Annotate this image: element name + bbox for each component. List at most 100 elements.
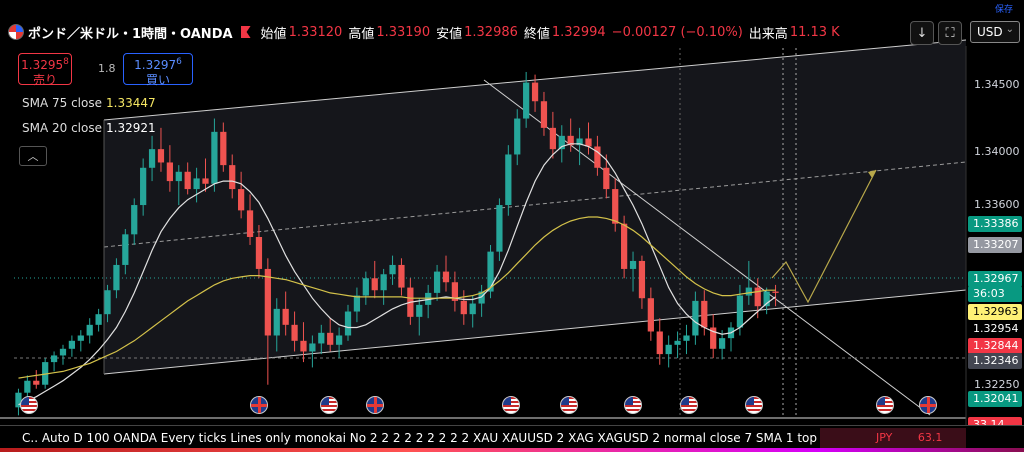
- channel-lower-line: [103, 289, 967, 375]
- price-tag: 36:03: [968, 286, 1022, 302]
- us-flag-icon[interactable]: [320, 396, 338, 414]
- price-tick-label: 1.34000: [974, 144, 1020, 158]
- close-label: 終値: [523, 26, 550, 42]
- jpy-value: 63.1: [917, 431, 943, 444]
- buy-button[interactable]: 1.32976 買い: [123, 53, 193, 87]
- indicator-description[interactable]: C.. Auto D 100 OANDA Every ticks Lines o…: [22, 431, 842, 445]
- candle-body: [33, 380, 40, 385]
- currency-strength-strip: [0, 448, 1024, 452]
- spread-value: 1.8: [98, 62, 116, 75]
- candle-body: [229, 165, 236, 190]
- uk-flag-icon[interactable]: [250, 396, 268, 414]
- collapse-legend-button[interactable]: ︿: [19, 146, 47, 166]
- candle-body: [371, 278, 378, 291]
- forecast-path: [771, 169, 877, 304]
- currency-select[interactable]: USD ⌄: [970, 21, 1020, 43]
- candle-body: [318, 332, 325, 344]
- candle-body: [594, 146, 601, 168]
- candle-body: [656, 331, 663, 355]
- candle-body: [701, 300, 708, 328]
- buy-price-pip: 6: [176, 57, 182, 67]
- uk-flag-icon[interactable]: [919, 396, 937, 414]
- candle-body: [68, 340, 76, 349]
- fullscreen-icon[interactable]: ⛶: [938, 21, 962, 45]
- sma20-value: 1.32921: [106, 121, 156, 135]
- us-flag-icon[interactable]: [502, 396, 520, 414]
- sell-price: 1.3295: [21, 58, 64, 72]
- candle-body: [603, 167, 610, 190]
- low-label: 安値: [436, 26, 463, 42]
- sell-button[interactable]: 1.32958 売り: [18, 53, 72, 87]
- us-flag-icon[interactable]: [624, 396, 642, 414]
- us-flag-icon[interactable]: [876, 396, 894, 414]
- candle-body: [665, 344, 672, 355]
- candle-body: [264, 268, 271, 336]
- candle-body: [148, 149, 156, 168]
- candle-body: [255, 236, 263, 269]
- save-label[interactable]: 保存: [995, 5, 1014, 15]
- close-value: 1.32994: [551, 24, 606, 40]
- candle-body: [220, 131, 227, 166]
- buy-label: 買い: [145, 73, 170, 87]
- flag-marker-icon[interactable]: [240, 26, 251, 38]
- sma75-legend[interactable]: SMA 75 close 1.33447: [22, 96, 156, 110]
- price-tag: 1.32954: [968, 321, 1022, 337]
- candle-body: [425, 292, 432, 305]
- sma20-legend[interactable]: SMA 20 close 1.32921: [22, 121, 156, 135]
- high-label: 高値: [348, 26, 375, 42]
- candle-body: [300, 340, 307, 352]
- candle-body: [211, 131, 218, 184]
- price-tick-label: 1.33600: [974, 198, 1020, 212]
- candle-body: [95, 314, 102, 325]
- candle-body: [140, 167, 147, 206]
- sell-price-pip: 8: [63, 57, 69, 67]
- candle-body: [451, 282, 459, 301]
- candle-body: [416, 304, 423, 317]
- us-flag-icon[interactable]: [560, 396, 578, 414]
- us-flag-icon[interactable]: [20, 396, 38, 414]
- candle-body: [478, 291, 485, 304]
- candle-body: [104, 290, 111, 315]
- candle-body: [621, 223, 628, 269]
- indicator-bar: C.. Auto D 100 OANDA Every ticks Lines o…: [0, 425, 1024, 452]
- price-tag: 1.32844: [968, 338, 1022, 354]
- candle-body: [362, 278, 369, 296]
- price-tag: 1.32346: [968, 353, 1022, 369]
- candle-body: [77, 335, 84, 341]
- candle-body: [15, 392, 22, 408]
- chevron-up-icon: ︿: [27, 150, 39, 163]
- candle-body: [469, 303, 476, 315]
- candle-body: [273, 308, 280, 336]
- candle-body: [59, 348, 67, 356]
- candle-body: [638, 260, 646, 299]
- us-flag-icon[interactable]: [680, 396, 698, 414]
- price-tick-label: 1.32250: [974, 377, 1020, 391]
- sma75-value: 1.33447: [106, 96, 156, 110]
- pair-logo-icon: [8, 24, 24, 40]
- candle-body: [531, 82, 539, 102]
- candle-body: [327, 332, 334, 345]
- volume-value: 11.13 K: [789, 24, 840, 40]
- candle-body: [460, 300, 467, 315]
- candle-body: [433, 271, 441, 293]
- candle-body: [184, 171, 191, 190]
- symbol-title[interactable]: ポンド／米ドル・1時間・OANDA: [28, 26, 233, 42]
- candle-body: [380, 274, 387, 291]
- price-tick-label: 1.34500: [974, 78, 1020, 92]
- us-flag-icon[interactable]: [745, 396, 763, 414]
- download-icon[interactable]: ↓: [910, 21, 934, 45]
- candle-body: [175, 171, 182, 182]
- price-tag: 1.33386: [968, 216, 1022, 232]
- candle-body: [86, 324, 93, 336]
- candle-body: [309, 343, 316, 352]
- candle-body: [487, 251, 494, 292]
- open-value: 1.33120: [288, 24, 343, 40]
- candle-body: [166, 162, 173, 182]
- uk-flag-icon[interactable]: [366, 396, 384, 414]
- candle-body: [710, 327, 717, 349]
- candle-body: [193, 178, 200, 190]
- sma-75-close-line: [18, 216, 776, 379]
- candle-body: [238, 189, 245, 211]
- sell-label: 売り: [32, 73, 57, 87]
